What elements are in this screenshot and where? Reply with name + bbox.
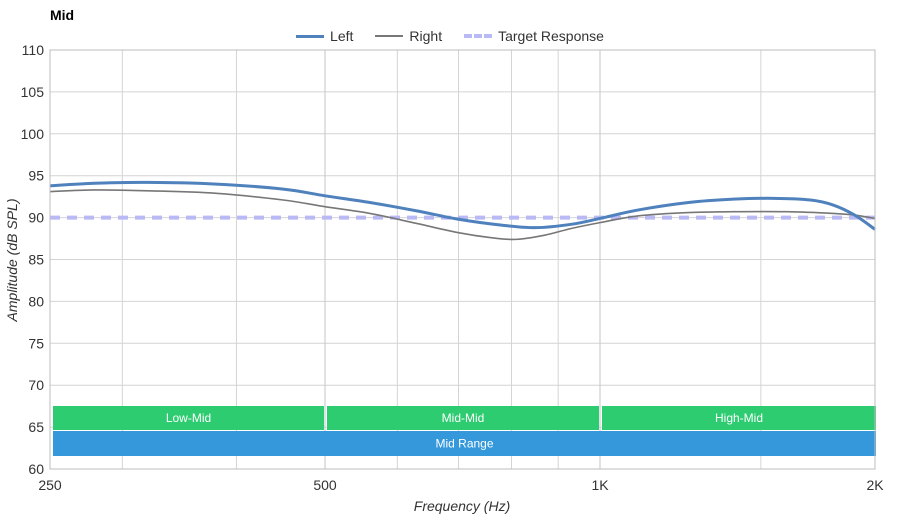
legend-swatch-left (296, 34, 325, 38)
series-line-left (49, 180, 876, 231)
legend-label-left: Left (330, 28, 354, 44)
series-line-right (49, 189, 876, 241)
frequency-bands: Low-Mid Mid-Mid High-Mid Mid Range (53, 406, 876, 456)
band-low-mid (53, 406, 324, 430)
y-tick-label: 110 (22, 42, 45, 58)
y-tick-label: 75 (28, 335, 44, 351)
axes: 60 65 70 75 80 85 90 95 100 105 110 250 500 1K 2K (21, 42, 885, 493)
band-label: Mid-Mid (442, 411, 485, 425)
x-axis-title: Frequency (Hz) (414, 498, 510, 514)
y-tick-label: 70 (28, 377, 44, 393)
legend-item-target[interactable]: Target Response (464, 28, 604, 44)
band-high-mid (602, 406, 876, 430)
y-tick-label: 65 (28, 419, 44, 435)
y-tick-label: 95 (28, 168, 44, 184)
band-mid-range (53, 431, 876, 456)
legend-item-left[interactable]: Left (296, 28, 353, 44)
y-axis-title: Amplitude (dB SPL) (4, 199, 20, 323)
band-label: Low-Mid (166, 411, 211, 425)
chart-title: Mid (50, 7, 75, 23)
band-mid-mid (327, 406, 599, 430)
plot-border (49, 49, 876, 470)
legend-swatch-target (464, 34, 493, 38)
y-tick-label: 90 (28, 210, 44, 226)
y-tick-label: 100 (21, 126, 45, 142)
x-tick-label: 1K (591, 477, 609, 493)
legend-label-right: Right (409, 28, 443, 44)
x-tick-label: 500 (313, 477, 337, 493)
band-label: High-Mid (715, 411, 763, 425)
y-tick-label: 85 (28, 252, 44, 268)
series-lines (49, 180, 876, 241)
chart-legend: Left Right Target Response (0, 28, 900, 44)
x-tick-label: 250 (38, 477, 62, 493)
legend-swatch-right (375, 35, 404, 37)
legend-item-right[interactable]: Right (375, 28, 442, 44)
x-tick-label: 2K (866, 477, 884, 493)
legend-label-target: Target Response (498, 28, 604, 44)
y-tick-label: 80 (28, 293, 44, 309)
y-tick-label: 60 (28, 461, 44, 477)
y-tick-label: 105 (21, 84, 45, 100)
band-label: Mid Range (435, 437, 493, 451)
